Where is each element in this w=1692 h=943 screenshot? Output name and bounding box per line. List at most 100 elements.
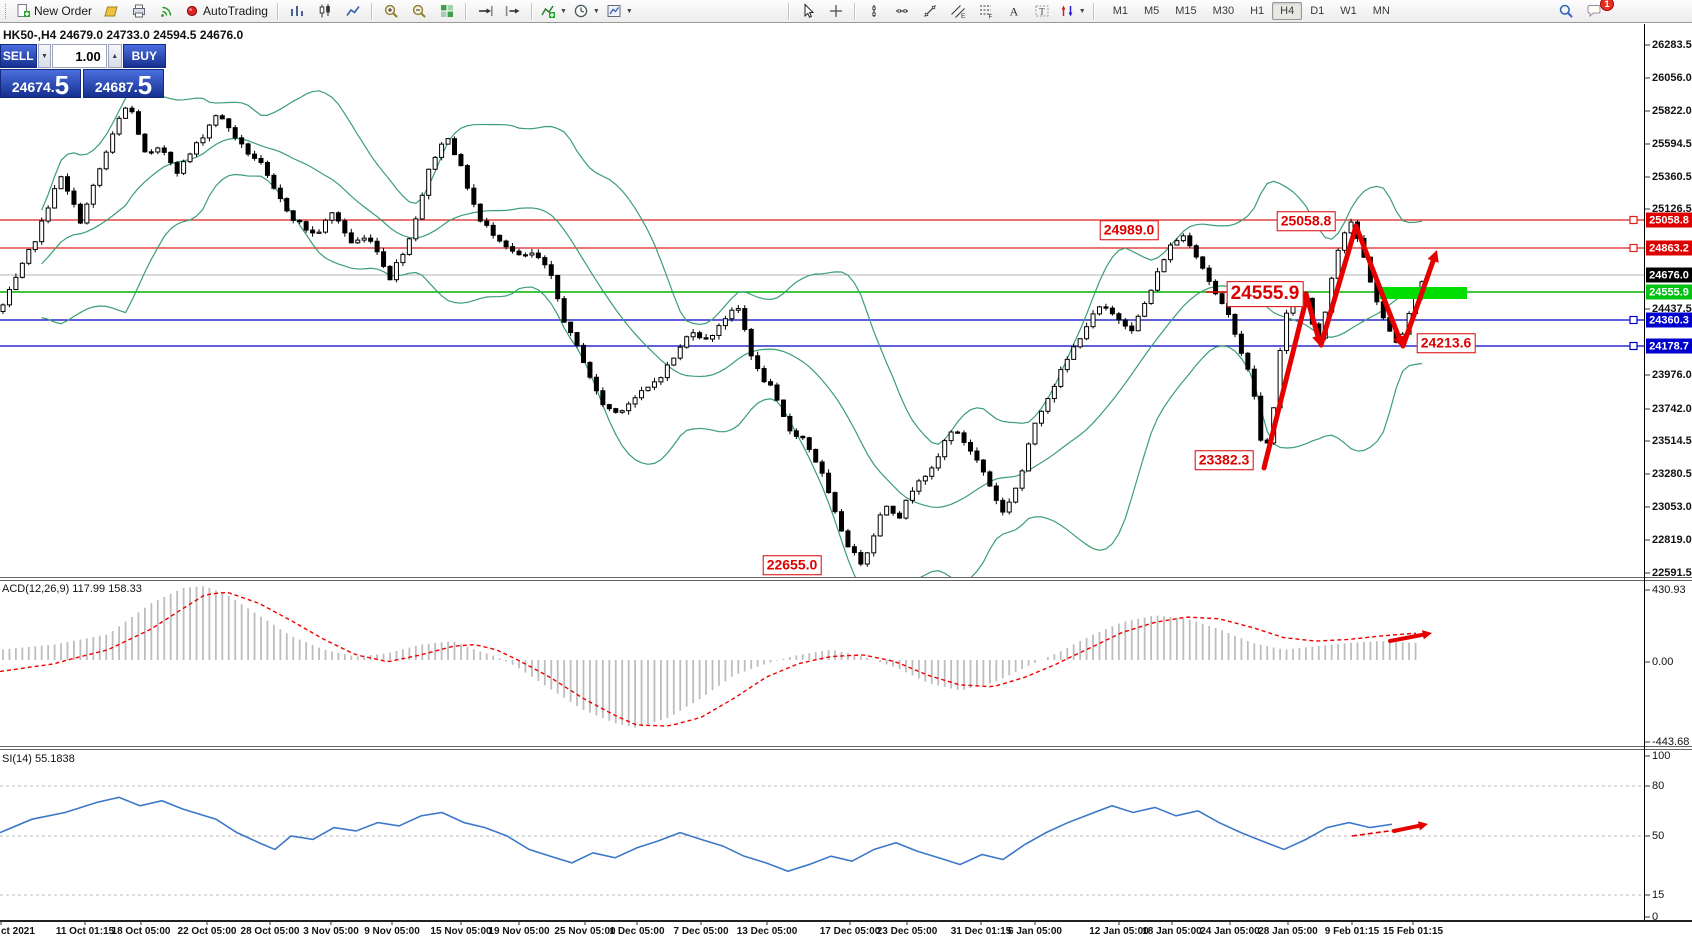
timeframe-m30[interactable]: M30 xyxy=(1212,5,1235,17)
price-callout[interactable]: 23382.3 xyxy=(1194,450,1254,470)
text-label-button[interactable]: T xyxy=(1028,0,1056,22)
new-order-button[interactable]: New Order xyxy=(12,0,97,22)
toolbar-separator xyxy=(853,2,856,20)
crosshair-icon xyxy=(828,3,844,19)
line-chart-icon xyxy=(345,3,361,19)
timeframe-m15[interactable]: M15 xyxy=(1175,5,1197,17)
auto-scroll-icon xyxy=(477,3,493,19)
zoom-out-button[interactable] xyxy=(405,0,433,22)
chart-shift-button[interactable] xyxy=(499,0,527,22)
rsi-axis-label: 0 xyxy=(1652,911,1659,923)
x-axis-date-label: 15 Feb 01:15 xyxy=(1382,926,1444,937)
signal-button[interactable] xyxy=(153,0,181,22)
price-callout[interactable]: 25058.8 xyxy=(1276,211,1336,231)
y-axis-tick-label: 23742.0 xyxy=(1652,403,1692,415)
sell-price-button[interactable]: 24674. 5 xyxy=(0,69,81,98)
candlesticks xyxy=(0,105,1425,567)
line-chart-button[interactable] xyxy=(339,0,367,22)
fibonacci-button[interactable]: F xyxy=(972,0,1000,22)
toolbar-group: ▼ ▼ ▼ xyxy=(537,0,636,22)
templates-button[interactable]: ▼ xyxy=(603,0,636,22)
macd-pane[interactable] xyxy=(0,586,1432,728)
volume-decrement-button[interactable]: ▼ xyxy=(37,44,52,68)
timeframe-m5[interactable]: M5 xyxy=(1143,5,1160,17)
zoom-out-icon xyxy=(411,3,427,19)
zoom-in-button[interactable] xyxy=(377,0,405,22)
arrows-button[interactable]: ▼ xyxy=(1056,0,1089,22)
cursor-button[interactable] xyxy=(794,0,822,22)
price-badge: 25058.8 xyxy=(1646,212,1692,228)
price-callout[interactable]: 24213.6 xyxy=(1416,333,1476,353)
arrows-icon xyxy=(1059,3,1075,19)
horizontal-line-button[interactable] xyxy=(888,0,916,22)
indicators-button[interactable]: ▼ xyxy=(537,0,570,22)
autotrading-button[interactable]: AutoTrading xyxy=(181,0,273,22)
line-end-marker[interactable] xyxy=(1629,243,1638,253)
trendline-button[interactable] xyxy=(916,0,944,22)
bar-chart-button[interactable] xyxy=(283,0,311,22)
auto-scroll-button[interactable] xyxy=(471,0,499,22)
x-axis-date-label: 11 Oct 01:15 xyxy=(55,926,115,937)
chart-shift-icon xyxy=(505,3,521,19)
timeframe-h1[interactable]: H1 xyxy=(1250,5,1265,17)
search-button[interactable] xyxy=(1552,0,1580,22)
one-click-trading-panel: SELL ▼ 1.00 ▲ BUY 24674. 5 24687. 5 xyxy=(0,44,167,98)
crosshair-button[interactable] xyxy=(822,0,850,22)
vertical-line-button[interactable] xyxy=(860,0,888,22)
autotrading-icon xyxy=(184,3,200,19)
x-axis-date-label: 28 Oct 05:00 xyxy=(240,926,300,937)
periods-button[interactable]: ▼ xyxy=(570,0,603,22)
rsi-axis-label: 50 xyxy=(1652,830,1665,842)
y-axis-tick-label: 25594.5 xyxy=(1652,138,1692,150)
bollinger-bands xyxy=(41,89,1423,577)
line-end-marker[interactable] xyxy=(1629,315,1638,325)
main-price-pane[interactable] xyxy=(0,89,1644,597)
svg-text:E: E xyxy=(961,13,966,19)
text-button[interactable]: A xyxy=(1000,0,1028,22)
y-axis-tick-label: 22819.0 xyxy=(1652,534,1692,546)
volume-input[interactable]: 1.00 xyxy=(52,44,107,68)
volume-increment-button[interactable]: ▲ xyxy=(107,44,122,68)
timeframe-w1[interactable]: W1 xyxy=(1340,5,1357,17)
price-badge: 24360.3 xyxy=(1646,312,1692,328)
x-axis-date-label: 19 Nov 05:00 xyxy=(488,926,550,937)
timeframe-d1[interactable]: D1 xyxy=(1310,5,1325,17)
toolbar-group xyxy=(794,0,850,22)
buy-price-button[interactable]: 24687. 5 xyxy=(83,69,164,98)
rsi-line xyxy=(0,796,1393,873)
toolbar-separator xyxy=(464,2,467,20)
horizontal-line-icon xyxy=(894,3,910,19)
chevron-down-icon: ▼ xyxy=(1078,7,1086,15)
line-end-marker[interactable] xyxy=(1629,341,1638,351)
price-badge: 24863.2 xyxy=(1646,240,1692,256)
line-end-marker[interactable] xyxy=(1629,215,1638,225)
buy-button[interactable]: BUY xyxy=(122,44,167,68)
pane-separators[interactable] xyxy=(0,24,1692,925)
price-callout[interactable]: 24989.0 xyxy=(1099,220,1159,240)
x-axis-date-label: 31 Dec 01:15 xyxy=(950,926,1012,937)
buy-price-frac: 5 xyxy=(137,69,153,100)
text-label-icon: T xyxy=(1034,3,1050,19)
x-axis-date-label: 9 Feb 01:15 xyxy=(1324,926,1380,937)
tile-windows-button[interactable] xyxy=(433,0,461,22)
notifications-button[interactable]: 1 xyxy=(1580,0,1614,22)
timeframe-m1[interactable]: M1 xyxy=(1112,5,1128,17)
toolbar-separator xyxy=(1092,2,1095,20)
new-order-doc-icon xyxy=(15,3,31,19)
candlestick-button[interactable] xyxy=(311,0,339,22)
macd-axis-label: 430.93 xyxy=(1652,584,1686,596)
price-callout[interactable]: 22655.0 xyxy=(762,555,822,575)
timeframe-h4[interactable]: H4 xyxy=(1272,2,1303,20)
equidistant-channel-button[interactable]: E xyxy=(944,0,972,22)
price-callout[interactable]: 24555.9 xyxy=(1226,281,1304,307)
zigzag-arrow-annotation[interactable] xyxy=(1261,223,1439,471)
rsi-pane[interactable] xyxy=(0,785,1644,896)
profiles-button[interactable] xyxy=(97,0,125,22)
y-axis-tick-label: 25360.5 xyxy=(1652,171,1692,183)
timeframe-mn[interactable]: MN xyxy=(1372,5,1390,17)
y-axis-tick-label: 24437.5 xyxy=(1652,303,1692,315)
fibonacci-icon: F xyxy=(978,3,994,19)
print-button[interactable] xyxy=(125,0,153,22)
sell-button[interactable]: SELL xyxy=(0,44,37,68)
